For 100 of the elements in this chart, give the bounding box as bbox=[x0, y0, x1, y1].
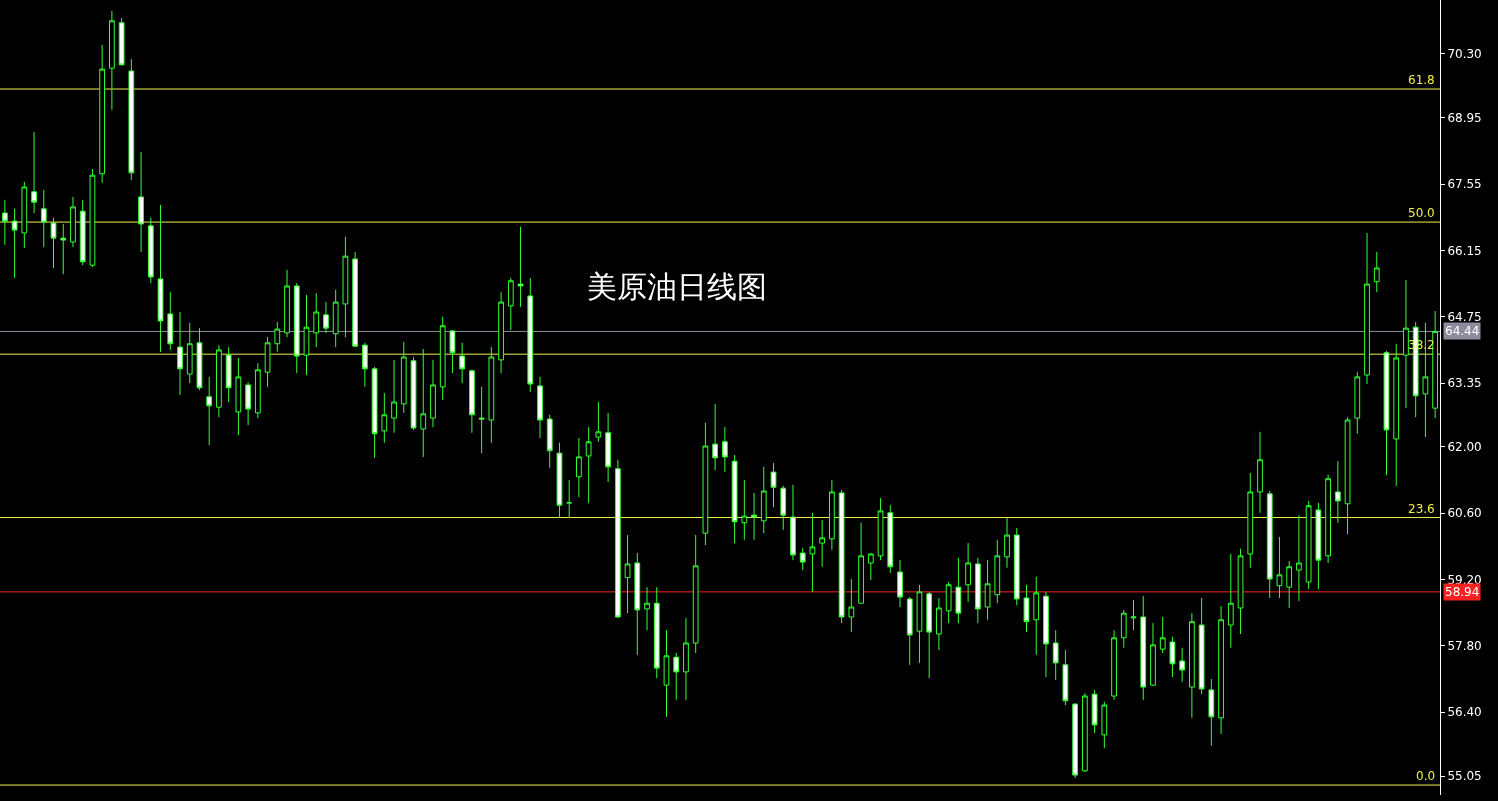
candlestick bbox=[1432, 310, 1439, 419]
candlestick bbox=[780, 485, 787, 531]
candlestick bbox=[99, 44, 106, 184]
candlestick bbox=[770, 462, 777, 508]
candlestick bbox=[887, 504, 894, 574]
candlestick bbox=[352, 251, 359, 348]
candlestick bbox=[1004, 517, 1010, 569]
candlestick bbox=[848, 578, 855, 633]
candlestick bbox=[974, 557, 981, 624]
candlestick bbox=[799, 547, 806, 571]
candlestick bbox=[1373, 251, 1380, 293]
candlestick bbox=[1091, 689, 1098, 734]
candlestick bbox=[254, 362, 261, 419]
candlestick bbox=[332, 289, 339, 348]
candlestick bbox=[829, 479, 835, 551]
candlestick bbox=[1237, 548, 1244, 635]
candlestick bbox=[284, 269, 290, 338]
candlestick bbox=[216, 344, 222, 418]
candlestick bbox=[760, 466, 767, 534]
candlestick bbox=[1023, 584, 1030, 633]
candlestick bbox=[644, 586, 650, 631]
y-tick-label: 62.00 bbox=[1447, 440, 1482, 455]
candlestick bbox=[274, 321, 281, 353]
candlestick bbox=[566, 479, 573, 519]
y-tick-label: 63.35 bbox=[1447, 376, 1482, 391]
y-tick-label: 56.40 bbox=[1447, 705, 1482, 720]
candlestick bbox=[1218, 605, 1224, 735]
candlestick bbox=[235, 357, 242, 436]
candlestick bbox=[1033, 576, 1040, 656]
candlestick bbox=[1403, 279, 1409, 409]
candlestick bbox=[1296, 514, 1302, 602]
candlestick bbox=[712, 403, 719, 471]
candlestick bbox=[1257, 431, 1263, 514]
candlestick bbox=[1062, 649, 1069, 706]
y-tick-label: 55.05 bbox=[1447, 769, 1482, 784]
candlestick bbox=[1393, 343, 1400, 487]
candlestick bbox=[459, 342, 466, 384]
candlestick bbox=[1198, 597, 1205, 695]
candlestick bbox=[605, 412, 611, 483]
candlestick bbox=[1150, 622, 1156, 687]
candlestick bbox=[50, 217, 57, 269]
ref-line-label: 58.94 bbox=[1445, 585, 1480, 599]
candlestick bbox=[196, 327, 203, 391]
candlestick bbox=[89, 168, 96, 268]
candlestick bbox=[167, 291, 174, 351]
candlestick bbox=[449, 329, 456, 374]
candlestick bbox=[906, 596, 913, 666]
candlestick bbox=[537, 376, 543, 439]
candlestick bbox=[945, 581, 952, 624]
candlestick bbox=[11, 208, 18, 279]
candlestick bbox=[420, 348, 427, 458]
candlestick bbox=[400, 341, 407, 414]
candlestick bbox=[31, 131, 37, 214]
candlestick bbox=[936, 597, 942, 651]
candlestick bbox=[60, 223, 67, 275]
y-tick-label: 66.15 bbox=[1447, 243, 1482, 258]
candlestick bbox=[663, 629, 670, 718]
candlestick bbox=[790, 484, 796, 561]
candlestick bbox=[624, 534, 631, 614]
candlestick bbox=[1305, 500, 1312, 590]
candlestick bbox=[79, 199, 86, 266]
candlestick bbox=[721, 426, 728, 473]
candlestick bbox=[1081, 692, 1088, 773]
candlestick bbox=[614, 459, 621, 619]
candlestick bbox=[1325, 474, 1331, 564]
candlestick bbox=[1344, 416, 1351, 535]
candlestick bbox=[361, 342, 368, 388]
candlestick bbox=[1101, 701, 1108, 749]
candlestick bbox=[70, 196, 76, 248]
candlestick bbox=[965, 542, 971, 603]
candlestick bbox=[595, 401, 602, 443]
ref-line-label: 64.44 bbox=[1445, 324, 1480, 338]
candlestick bbox=[546, 414, 553, 469]
candlestick bbox=[177, 311, 183, 396]
candlestick bbox=[517, 226, 524, 308]
candlestick bbox=[1383, 350, 1390, 476]
candlestick bbox=[1120, 609, 1127, 649]
candlestick bbox=[478, 386, 485, 454]
candlestick bbox=[313, 292, 320, 348]
candlestick bbox=[206, 376, 213, 446]
y-tick-label: 57.80 bbox=[1447, 639, 1482, 654]
candlestick bbox=[1169, 636, 1176, 678]
candlestick bbox=[1315, 502, 1322, 590]
candlestick bbox=[410, 356, 417, 431]
candlestick bbox=[751, 492, 757, 541]
candlestick bbox=[323, 301, 329, 334]
candlestick bbox=[1179, 647, 1186, 683]
candlestick bbox=[741, 479, 748, 541]
candlestick bbox=[1266, 490, 1273, 599]
candlestick bbox=[264, 336, 271, 388]
candlestick bbox=[1247, 472, 1254, 569]
text: 美原油日线图 bbox=[586, 268, 767, 304]
candlestick bbox=[1130, 599, 1137, 631]
candlestick bbox=[984, 559, 991, 621]
candlestick bbox=[507, 277, 514, 331]
candlestick bbox=[469, 369, 475, 434]
candlestick bbox=[809, 512, 816, 593]
candlestick bbox=[488, 346, 495, 444]
candlestick bbox=[293, 282, 300, 374]
y-tick-label: 70.30 bbox=[1447, 47, 1482, 62]
